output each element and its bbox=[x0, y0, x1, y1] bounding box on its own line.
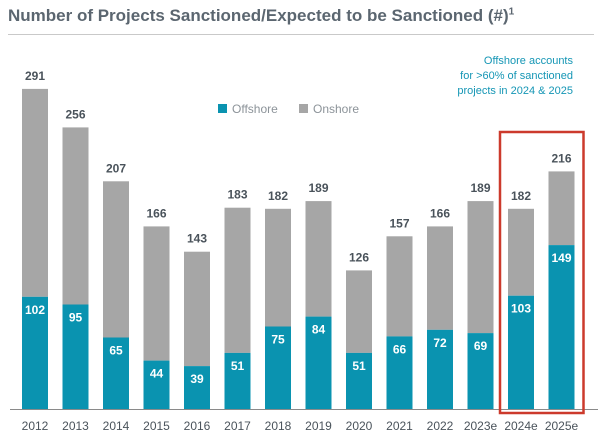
onshore-bar-2020 bbox=[346, 270, 372, 353]
offshore-value-label: 66 bbox=[393, 342, 407, 356]
onshore-bar-2014 bbox=[103, 181, 129, 338]
offshore-value-label: 39 bbox=[190, 372, 204, 386]
offshore-bar-2017 bbox=[224, 352, 251, 409]
total-value-label: 256 bbox=[65, 107, 85, 121]
onshore-bar-2024e bbox=[508, 208, 534, 296]
offshore-value-label: 69 bbox=[474, 339, 488, 353]
onshore-bar-2016 bbox=[184, 251, 210, 367]
x-tick-label: 2020 bbox=[346, 419, 373, 433]
x-tick-label: 2015 bbox=[143, 419, 170, 433]
offshore-value-label: 103 bbox=[511, 302, 531, 316]
onshore-bar-2017 bbox=[224, 207, 251, 353]
onshore-bar-2012 bbox=[22, 88, 48, 297]
offshore-bar-2024e bbox=[508, 295, 534, 409]
x-tick-label: 2012 bbox=[22, 419, 49, 433]
offshore-value-label: 72 bbox=[433, 336, 447, 350]
x-tick-label: 2024e bbox=[504, 419, 538, 433]
onshore-bar-2022 bbox=[427, 226, 453, 330]
offshore-bar-2014 bbox=[103, 337, 129, 409]
total-value-label: 166 bbox=[146, 206, 166, 220]
title-footnote-marker: 1 bbox=[508, 6, 515, 18]
total-value-label: 207 bbox=[106, 161, 126, 175]
legend-label-offshore: Offshore bbox=[232, 102, 278, 116]
offshore-bar-2012 bbox=[22, 296, 48, 409]
legend-label-onshore: Onshore bbox=[313, 102, 359, 116]
x-tick-label: 2025e bbox=[545, 419, 579, 433]
total-value-label: 183 bbox=[227, 188, 247, 202]
offshore-value-label: 75 bbox=[271, 333, 285, 347]
x-tick-label: 2021 bbox=[386, 419, 413, 433]
total-value-label: 166 bbox=[430, 206, 450, 220]
offshore-bar-2019 bbox=[305, 316, 332, 409]
offshore-value-label: 44 bbox=[150, 367, 164, 381]
onshore-bar-2021 bbox=[386, 236, 413, 337]
offshore-bar-2021 bbox=[386, 336, 413, 409]
offshore-value-label: 84 bbox=[312, 323, 326, 337]
annotation-line: Offshore accounts bbox=[484, 55, 574, 67]
total-value-label: 143 bbox=[187, 232, 207, 246]
total-value-label: 182 bbox=[511, 189, 531, 203]
onshore-bar-2013 bbox=[62, 127, 89, 305]
x-tick-label: 2022 bbox=[427, 419, 454, 433]
legend-swatch-offshore bbox=[218, 104, 227, 113]
offshore-value-label: 51 bbox=[352, 359, 366, 373]
onshore-bar-2023e bbox=[467, 201, 494, 334]
x-tick-label: 2014 bbox=[103, 419, 130, 433]
onshore-bar-2025e bbox=[548, 171, 575, 246]
offshore-value-label: 65 bbox=[109, 344, 123, 358]
offshore-bar-2018 bbox=[265, 326, 291, 409]
offshore-value-label: 102 bbox=[25, 303, 45, 317]
x-tick-label: 2017 bbox=[224, 419, 251, 433]
total-value-label: 182 bbox=[268, 189, 288, 203]
total-value-label: 216 bbox=[551, 151, 571, 165]
total-value-label: 189 bbox=[308, 181, 328, 195]
total-value-label: 157 bbox=[389, 216, 409, 230]
total-value-label: 126 bbox=[349, 250, 369, 264]
chart-title-text: Number of Projects Sanctioned/Expected t… bbox=[8, 6, 509, 25]
offshore-value-label: 95 bbox=[69, 311, 83, 325]
chart-title: Number of Projects Sanctioned/Expected t… bbox=[8, 6, 514, 26]
offshore-bar-2015 bbox=[143, 360, 170, 409]
offshore-bar-2025e bbox=[548, 245, 575, 409]
onshore-bar-2019 bbox=[305, 201, 332, 317]
onshore-bar-2018 bbox=[265, 208, 291, 327]
x-tick-label: 2013 bbox=[62, 419, 89, 433]
total-value-label: 291 bbox=[25, 69, 45, 83]
x-tick-label: 2018 bbox=[265, 419, 292, 433]
offshore-bar-2023e bbox=[467, 333, 494, 409]
onshore-bar-2015 bbox=[143, 226, 170, 361]
total-value-label: 189 bbox=[470, 181, 490, 195]
title-divider bbox=[8, 34, 594, 35]
offshore-bar-2022 bbox=[427, 329, 453, 409]
offshore-value-label: 149 bbox=[551, 251, 571, 265]
offshore-value-label: 51 bbox=[231, 359, 245, 373]
highlight-box bbox=[498, 130, 585, 415]
legend-swatch-onshore bbox=[299, 104, 308, 113]
annotation-line: for >60% of sanctioned bbox=[460, 70, 573, 82]
annotation-line: projects in 2024 & 2025 bbox=[457, 85, 573, 97]
offshore-bar-2013 bbox=[62, 304, 89, 409]
x-tick-label: 2019 bbox=[305, 419, 332, 433]
x-tick-label: 2023e bbox=[464, 419, 498, 433]
offshore-bar-2020 bbox=[346, 352, 372, 409]
x-tick-label: 2016 bbox=[184, 419, 211, 433]
offshore-bar-2016 bbox=[184, 366, 210, 409]
